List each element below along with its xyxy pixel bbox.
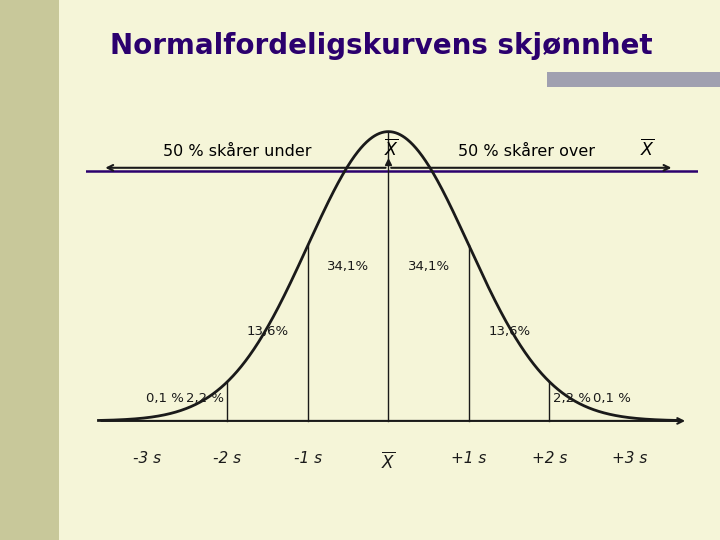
Text: $\overline{X}$: $\overline{X}$ bbox=[384, 138, 400, 159]
Text: +2 s: +2 s bbox=[532, 451, 567, 466]
Text: -2 s: -2 s bbox=[213, 451, 241, 466]
Text: 50 % skårer under: 50 % skårer under bbox=[163, 144, 316, 159]
Text: $\overline{X}$: $\overline{X}$ bbox=[381, 451, 395, 472]
Text: Normalfordeligskurvens skjønnhet: Normalfordeligskurvens skjønnhet bbox=[110, 32, 653, 60]
Text: 0,1 %: 0,1 % bbox=[593, 392, 631, 405]
Text: 34,1%: 34,1% bbox=[408, 260, 450, 273]
Text: 2,2 %: 2,2 % bbox=[553, 392, 591, 405]
Text: -3 s: -3 s bbox=[132, 451, 161, 466]
Text: 2,2 %: 2,2 % bbox=[186, 392, 224, 405]
Text: 50 % skårer over: 50 % skårer over bbox=[458, 144, 600, 159]
Text: +1 s: +1 s bbox=[451, 451, 487, 466]
Text: $\overline{X}$: $\overline{X}$ bbox=[639, 138, 654, 159]
Text: +3 s: +3 s bbox=[612, 451, 648, 466]
Text: 13,6%: 13,6% bbox=[246, 325, 289, 338]
Text: 13,6%: 13,6% bbox=[488, 325, 530, 338]
Text: -1 s: -1 s bbox=[294, 451, 322, 466]
Text: 0,1 %: 0,1 % bbox=[145, 392, 184, 405]
Text: 34,1%: 34,1% bbox=[327, 260, 369, 273]
